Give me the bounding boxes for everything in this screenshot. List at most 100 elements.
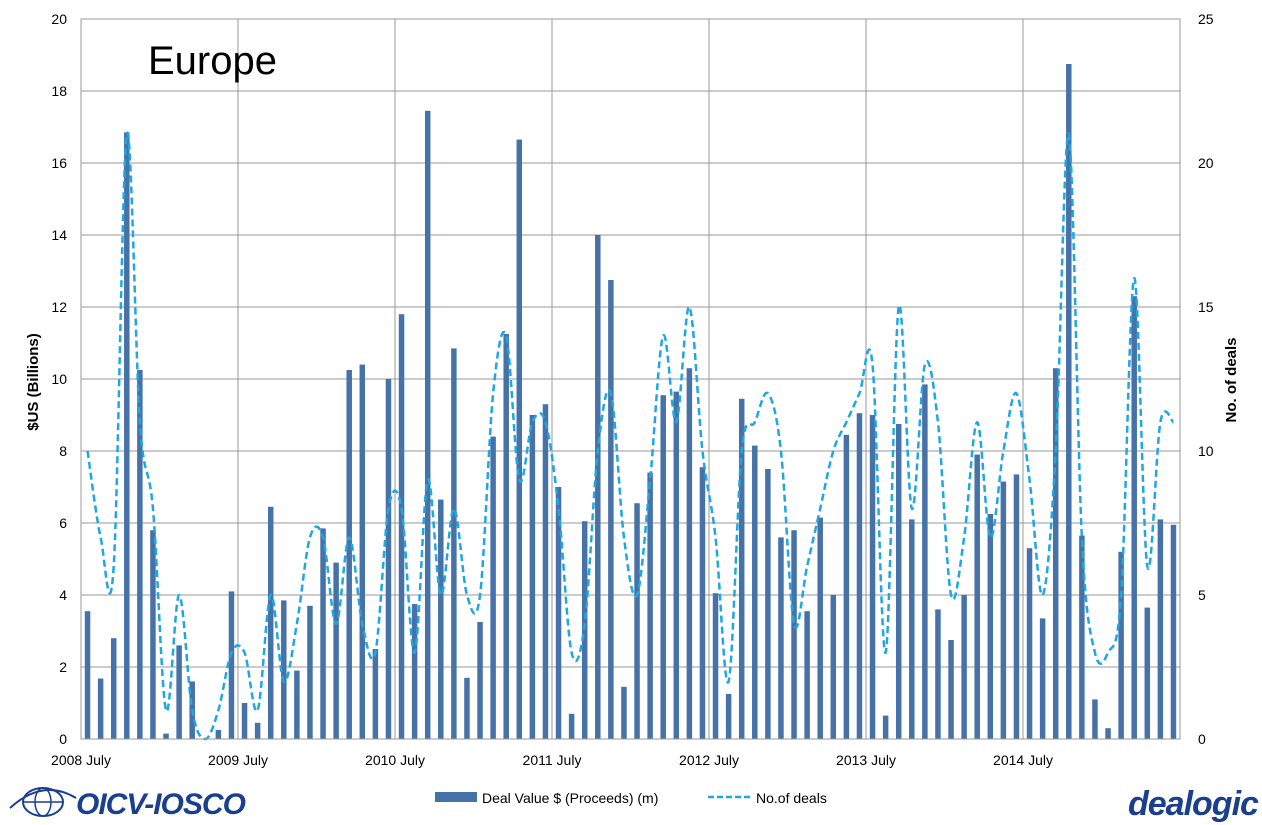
deal-value-bar [398, 314, 405, 739]
deal-value-bar [529, 415, 536, 739]
globe-icon [9, 787, 77, 817]
deal-value-bar [634, 503, 640, 739]
deal-value-bar [673, 391, 680, 739]
x-tick-label: 2009 July [208, 752, 268, 768]
legend-bar-label: Deal Value $ (Proceeds) (m) [482, 790, 658, 806]
deal-value-bar [1039, 618, 1046, 739]
deal-value-bar [581, 521, 588, 739]
iosco-logo: OICV-IOSCO [9, 787, 247, 821]
deal-value-bar [895, 424, 902, 739]
axes: 0 2 4 6 8 10 12 14 16 18 20 0 5 10 15 20 25 2008 July 2009… [51, 11, 1214, 768]
chart-title: Europe [148, 39, 277, 83]
deal-value-bar [765, 469, 771, 739]
deal-value-bar [372, 649, 379, 739]
deal-value-bar [948, 640, 954, 739]
deal-value-bar [817, 517, 823, 739]
y-axis-title: $US (Billions) [25, 333, 42, 431]
deal-value-bar [294, 670, 300, 739]
deal-value-bar [568, 713, 575, 739]
deal-value-bar [228, 591, 235, 739]
x-tick-label: 2011 July [523, 752, 582, 768]
y-tick-label: 16 [51, 155, 67, 171]
deal-value-bar [699, 467, 706, 739]
deal-value-bar [922, 384, 928, 739]
deal-value-bar [778, 537, 784, 739]
iosco-logo-text: OICV-IOSCO [76, 788, 246, 821]
deal-value-bar [424, 110, 431, 740]
x-tick-label: 2014 July [993, 752, 1053, 768]
deal-value-bar [686, 368, 693, 739]
deal-value-bar [621, 686, 627, 739]
y-tick-label: 8 [59, 443, 67, 459]
y-tick-label: 6 [59, 515, 67, 531]
deal-value-bar [882, 715, 889, 739]
legend: Deal Value $ (Proceeds) (m) No.of deals [435, 790, 827, 806]
deal-value-bar [464, 677, 470, 739]
y-tick-label: 14 [51, 227, 67, 243]
deal-value-bar [1013, 474, 1020, 739]
y-tick-label: 10 [51, 371, 67, 387]
deal-value-bar [608, 280, 614, 739]
deal-value-bar [752, 445, 758, 739]
x-tick-label: 2010 July [365, 752, 425, 768]
deal-value-bar [1157, 519, 1164, 739]
y-tick-label: 18 [51, 83, 67, 99]
deal-value-bar [647, 472, 653, 739]
y2-tick-label: 20 [1198, 155, 1214, 171]
deal-value-bar [830, 595, 837, 739]
deal-value-bar [307, 605, 313, 739]
deal-value-bar [110, 638, 117, 739]
deal-value-bar [1170, 524, 1177, 739]
deal-value-bar [542, 404, 549, 739]
legend-bar-swatch [435, 792, 477, 802]
deal-value-bar [411, 604, 418, 739]
y2-tick-label: 10 [1198, 443, 1214, 459]
y-tick-label: 2 [59, 659, 67, 675]
deal-value-bar [254, 722, 261, 739]
deal-value-bar [1131, 296, 1137, 739]
line-series [86, 131, 1175, 741]
deal-value-bar [725, 694, 732, 739]
deal-value-bar [935, 609, 941, 739]
y-tick-label: 20 [51, 11, 67, 27]
y2-tick-label: 0 [1198, 731, 1206, 747]
deal-value-bar [555, 487, 562, 739]
deal-value-bar [150, 530, 156, 739]
y2-axis-title: No. of deals [1223, 337, 1240, 422]
deal-value-bar [516, 139, 523, 740]
bar-series [84, 64, 1177, 740]
deal-value-bar [987, 514, 994, 739]
deal-value-bar [320, 528, 326, 739]
deal-value-bar [346, 370, 352, 739]
deal-value-bar [163, 733, 169, 739]
deal-value-bar [477, 622, 483, 739]
deal-value-bar [1079, 535, 1085, 739]
deal-value-bar [1118, 551, 1124, 739]
deal-value-bar [267, 506, 274, 739]
deal-value-bar [660, 395, 666, 739]
y2-tick-label: 5 [1198, 587, 1206, 603]
deal-count-line [86, 131, 1175, 741]
deal-value-bar [84, 611, 91, 739]
dealogic-logo: dealogic [1128, 785, 1259, 823]
deal-value-bar [385, 379, 392, 739]
deal-value-bar [1144, 607, 1151, 739]
deal-value-bar [1026, 548, 1033, 739]
deal-value-bar [490, 436, 496, 739]
y2-tick-label: 15 [1198, 299, 1214, 315]
deal-value-bar [176, 645, 182, 739]
deal-value-bar [1092, 699, 1098, 739]
deal-value-bar [804, 611, 810, 739]
deal-value-bar [451, 348, 457, 739]
y-tick-label: 12 [51, 299, 67, 315]
y-tick-label: 0 [59, 731, 67, 747]
deal-value-bar [712, 593, 719, 739]
deal-value-bar [215, 730, 222, 739]
legend-line-label: No.of deals [756, 790, 827, 806]
deal-value-bar [856, 413, 863, 739]
y-tick-label: 4 [59, 587, 67, 603]
deal-value-bar [869, 415, 876, 739]
y2-tick-label: 25 [1198, 11, 1214, 27]
